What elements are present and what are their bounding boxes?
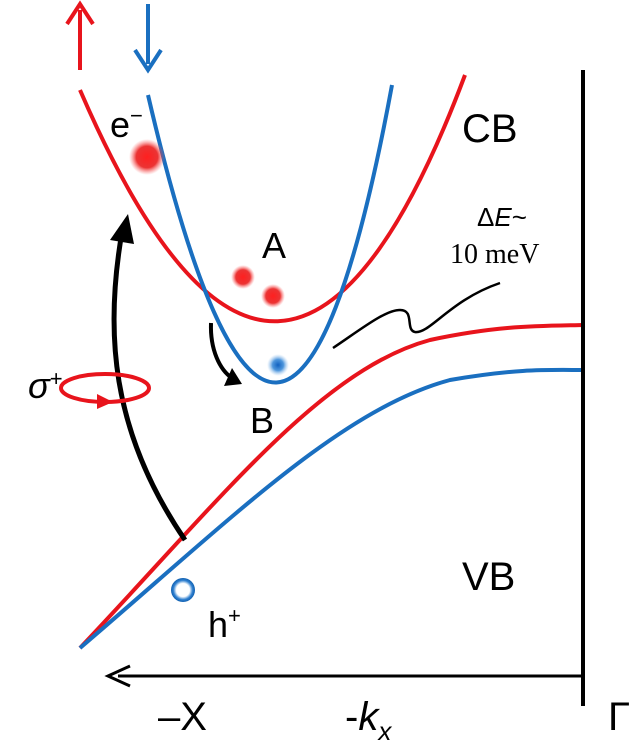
valley-b-label: B [250, 400, 274, 441]
x-point-label: –X [158, 695, 207, 739]
electron-label: e− [110, 103, 143, 145]
polarization-arrow [97, 394, 113, 409]
symbol: k [358, 695, 380, 739]
subscript: x [376, 716, 392, 746]
cb-label: CB [462, 107, 518, 151]
symbol: σ [28, 365, 51, 406]
electron [129, 139, 165, 175]
spin-arrows [67, 4, 161, 70]
delta: Δ [477, 202, 494, 232]
electron-a [261, 284, 285, 308]
charge: + [228, 603, 241, 628]
splitting-indicator [333, 283, 500, 348]
helicity: + [50, 366, 63, 391]
excitation-arrow-head [110, 214, 134, 244]
symbol: E [494, 202, 512, 232]
polarization-ring [61, 374, 149, 402]
charge: − [130, 103, 143, 128]
gamma-label: Γ [608, 695, 630, 739]
sign: - [345, 695, 358, 739]
splitting-label: ΔE~ [477, 202, 527, 232]
valley-a-label: A [262, 225, 286, 266]
polarization-label: σ+ [28, 365, 63, 406]
tilde: ~ [512, 202, 527, 232]
vb-spin-down [80, 370, 585, 648]
vb-label: VB [462, 555, 515, 599]
symbol: e [110, 104, 130, 145]
electron-b [267, 354, 289, 376]
symbol: h [208, 604, 228, 645]
hole-label: h+ [208, 603, 241, 645]
band-diagram: e− CB A B ΔE~ 10 meV σ+ VB h+ –X -kx Γ [0, 0, 637, 747]
electron-a [231, 265, 255, 289]
hole [171, 578, 195, 602]
axis-label: -kx [345, 695, 392, 746]
splitting-value: 10 meV [450, 239, 539, 270]
